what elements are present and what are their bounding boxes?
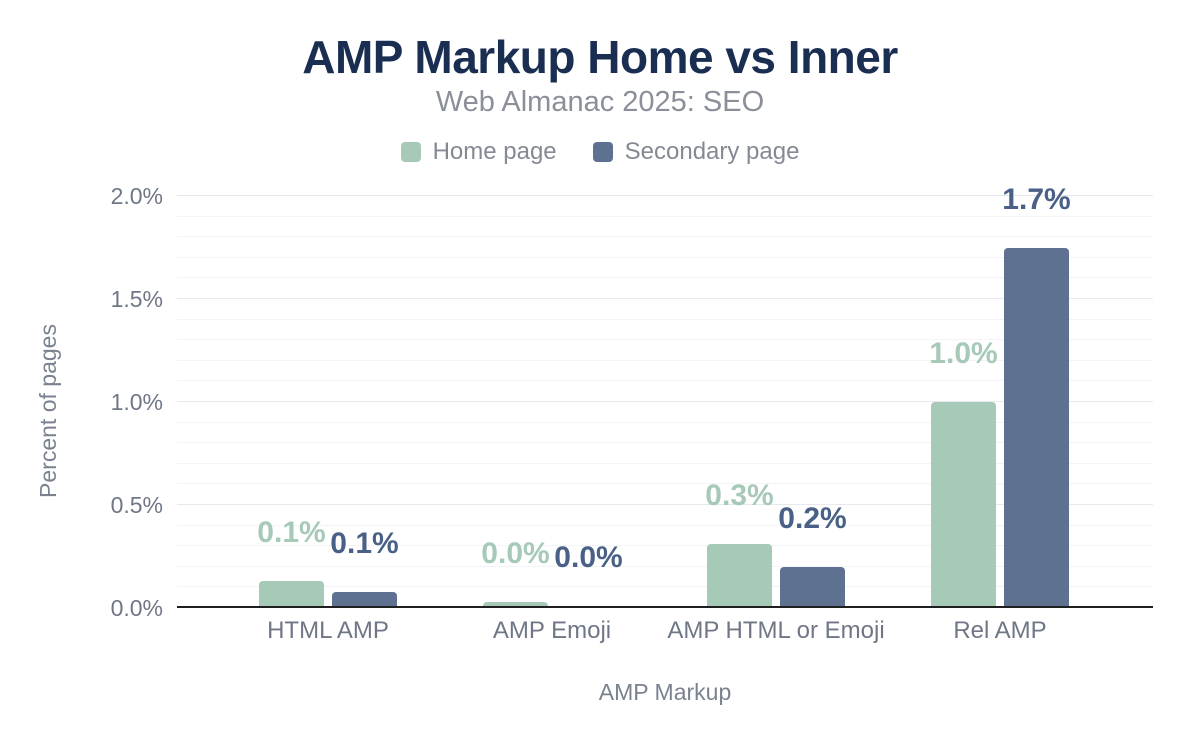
legend-swatch xyxy=(592,142,613,162)
y-tick-label: 0.0% xyxy=(110,595,163,621)
data-label: 0.0% xyxy=(481,536,550,570)
chart-title: AMP Markup Home vs Inner xyxy=(302,31,898,83)
y-tick-label: 1.0% xyxy=(110,389,163,415)
minor-gridline xyxy=(177,236,1153,238)
y-tick-label: 2.0% xyxy=(110,183,163,209)
x-axis-title: AMP Markup xyxy=(598,679,732,705)
minor-gridline xyxy=(177,318,1153,320)
legend: Home page Secondary page xyxy=(0,138,1200,166)
minor-gridline xyxy=(177,483,1153,485)
minor-gridline xyxy=(177,586,1153,588)
minor-gridline xyxy=(177,565,1153,567)
major-gridline xyxy=(177,195,1153,196)
y-tick-label: 0.5% xyxy=(110,492,163,518)
legend-item-secondary-page: Secondary page xyxy=(592,138,800,166)
minor-gridline xyxy=(177,256,1153,258)
data-label: 0.2% xyxy=(778,501,847,535)
x-tick-label: AMP Emoji xyxy=(492,617,612,644)
minor-gridline xyxy=(177,359,1153,361)
minor-gridline xyxy=(177,339,1153,341)
y-tick-label: 1.5% xyxy=(110,286,163,312)
x-tick-label: Rel AMP xyxy=(953,617,1047,644)
minor-gridline xyxy=(177,277,1153,279)
major-gridline xyxy=(177,298,1153,299)
minor-gridline xyxy=(177,380,1153,382)
bar-secondary-page-html-amp xyxy=(332,591,397,608)
data-label: 0.1% xyxy=(257,516,326,550)
major-gridline xyxy=(177,504,1153,505)
x-axis-line xyxy=(177,606,1153,608)
bar-secondary-page-amp-html-or-emoji xyxy=(780,566,845,608)
chart-subtitle: Web Almanac 2025: SEO xyxy=(435,86,765,118)
minor-gridline xyxy=(177,442,1153,444)
plot-area: 0.1% 0.0% 0.3% 1.0% 0.1% 0.0% 0.2% 1.7% xyxy=(177,184,1153,608)
bar-home-page-amp-html-or-emoji xyxy=(707,544,772,608)
x-tick-label: HTML AMP xyxy=(267,617,389,644)
major-gridline xyxy=(177,401,1153,402)
data-label: 0.1% xyxy=(330,526,399,560)
minor-gridline xyxy=(177,545,1153,547)
minor-gridline xyxy=(177,215,1153,217)
bar-home-page-html-amp xyxy=(259,581,324,608)
legend-label: Secondary page xyxy=(624,138,800,165)
legend-label: Home page xyxy=(432,138,557,165)
legend-item-home-page: Home page xyxy=(400,138,557,166)
minor-gridline xyxy=(177,524,1153,526)
data-label: 0.3% xyxy=(705,479,774,513)
legend-swatch xyxy=(400,142,421,162)
minor-gridline xyxy=(177,462,1153,464)
bar-secondary-page-rel-amp xyxy=(1004,247,1069,608)
minor-gridline xyxy=(177,421,1153,423)
data-label: 1.0% xyxy=(929,337,998,370)
data-label: 0.0% xyxy=(554,540,623,574)
bar-home-page-rel-amp xyxy=(931,402,996,608)
data-label: 1.7% xyxy=(1002,182,1071,216)
x-tick-label: AMP HTML or Emoji xyxy=(667,617,885,644)
bar-home-page-amp-emoji xyxy=(483,601,548,608)
